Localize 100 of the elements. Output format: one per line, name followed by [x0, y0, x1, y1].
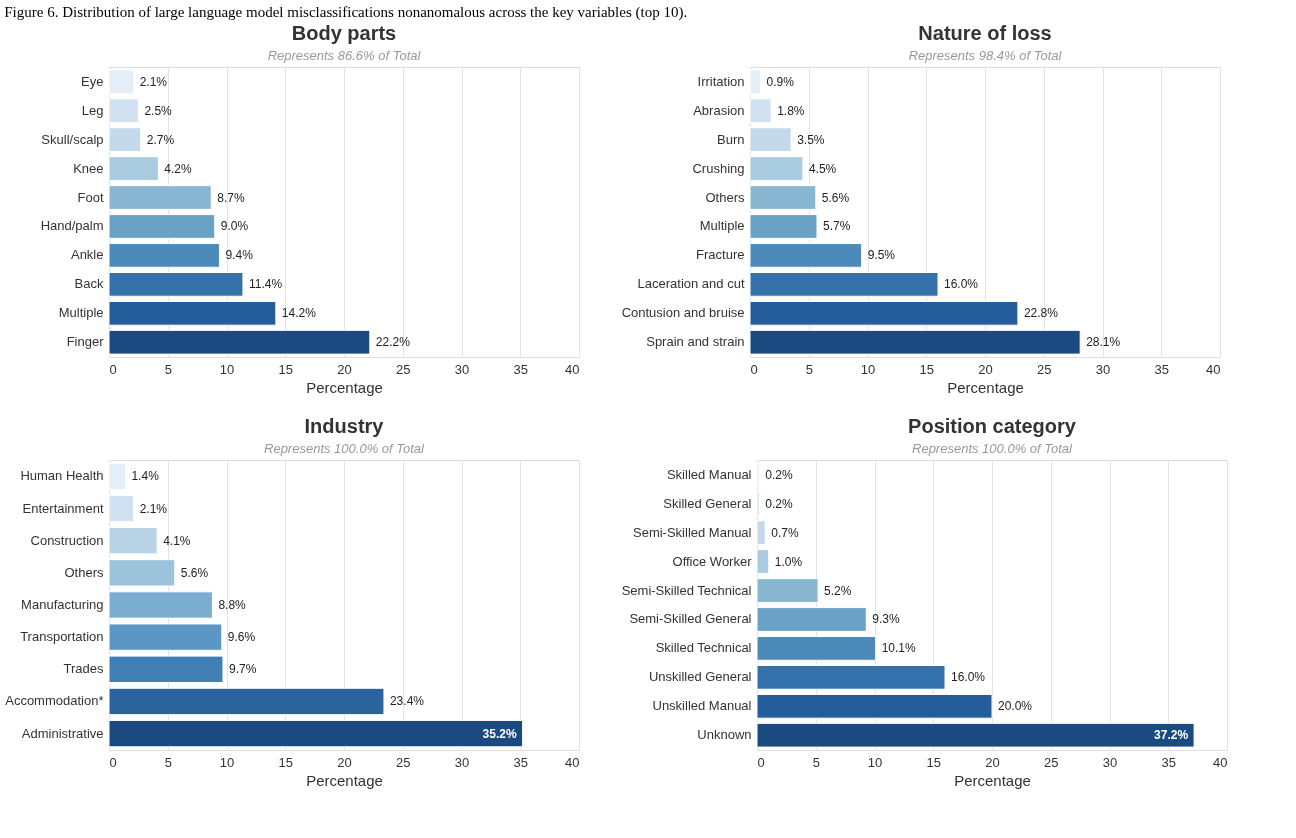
- y-tick-label: Skilled Manual: [666, 466, 752, 482]
- y-tick-label: Administrative: [21, 725, 104, 741]
- data-label: 9.7%: [228, 662, 257, 677]
- y-tick-label: Skilled General: [663, 495, 752, 511]
- x-tick-label: 15: [278, 754, 293, 770]
- x-tick-label: 5: [164, 754, 172, 770]
- bar: [749, 127, 792, 153]
- caption: Figure 6. Distribution of large language model misclassifications nonanomalous across the key variables (top 10).: [4, 3, 688, 21]
- x-tick-label: 5: [812, 754, 820, 770]
- y-tick-label: Finger: [66, 334, 105, 350]
- x-tick-label: 20: [337, 754, 352, 770]
- y-tick-label: Multiple: [699, 218, 745, 234]
- y-tick-label: Trades: [63, 661, 104, 677]
- data-label: 2.1%: [139, 501, 168, 516]
- bar: [749, 243, 863, 268]
- x-tick-label: 30: [454, 361, 470, 377]
- x-tick-label: 40: [565, 754, 580, 770]
- x-tick-label: 25: [1037, 361, 1052, 377]
- data-label: 9.6%: [227, 630, 256, 645]
- data-label: 16.0%: [951, 670, 986, 685]
- y-tick-label: Entertainment: [22, 500, 104, 516]
- x-tick-label: 40: [1206, 361, 1221, 377]
- y-tick-label: Office Worker: [672, 553, 753, 569]
- data-label: 8.7%: [217, 190, 245, 205]
- y-tick-label: Construction: [30, 532, 104, 548]
- data-label: 10.1%: [881, 641, 917, 656]
- y-tick-label: Eye: [81, 73, 104, 89]
- x-tick-label: 35: [1154, 361, 1169, 377]
- chart-title: Body parts: [291, 22, 397, 44]
- x-tick-label: 20: [985, 754, 1000, 770]
- x-tick-label: 30: [454, 754, 470, 770]
- y-tick-label: Others: [64, 564, 104, 580]
- bar: [749, 214, 818, 239]
- bar: [749, 329, 1081, 355]
- data-label: 1.0%: [774, 554, 803, 569]
- data-label: 11.4%: [248, 277, 283, 292]
- data-label: 4.5%: [808, 161, 837, 176]
- data-label: 22.2%: [375, 335, 411, 350]
- data-label: 37.2%: [1154, 728, 1189, 743]
- data-label: 16.0%: [944, 277, 979, 292]
- x-tick-label: 15: [926, 754, 941, 770]
- y-tick-label: Leg: [81, 102, 104, 118]
- x-tick-label: 25: [396, 754, 411, 770]
- y-tick-label: Unskilled General: [648, 669, 752, 685]
- y-tick-label: Transportation: [20, 629, 104, 645]
- data-label: 5.6%: [821, 190, 850, 205]
- chart-subtitle: Represents 100.0% of Total: [264, 441, 426, 456]
- bar: [749, 69, 762, 95]
- data-label: 2.5%: [144, 103, 173, 118]
- y-tick-label: Skull/scalp: [41, 131, 104, 147]
- y-tick-label: Abrasion: [693, 102, 745, 118]
- y-tick-label: Foot: [77, 189, 104, 205]
- data-label: 22.8%: [1023, 306, 1059, 321]
- y-tick-label: Laceration and cut: [637, 276, 745, 292]
- y-tick-label: Human Health: [20, 468, 104, 484]
- y-tick-label: Contusion and bruise: [621, 305, 745, 321]
- y-tick-label: Hand/palm: [40, 218, 104, 234]
- x-tick-label: 15: [919, 361, 934, 377]
- y-tick-label: Semi-Skilled Technical: [621, 582, 752, 598]
- data-label: 9.4%: [225, 248, 254, 263]
- y-tick-label: Multiple: [58, 305, 104, 321]
- data-label: 8.8%: [218, 598, 247, 612]
- x-tick-label: 40: [565, 361, 580, 377]
- y-tick-label: Back: [74, 276, 104, 292]
- x-tick-label: 25: [1044, 754, 1059, 770]
- bar: [749, 98, 772, 124]
- y-tick-label: Semi-Skilled General: [629, 611, 752, 627]
- data-label: 5.2%: [824, 583, 852, 598]
- x-tick-label: 30: [1095, 361, 1111, 377]
- y-tick-label: Manufacturing: [21, 597, 104, 612]
- data-label: 4.1%: [163, 533, 191, 548]
- y-tick-label: Fracture: [696, 247, 745, 263]
- x-tick-label: 30: [1102, 754, 1118, 770]
- data-label: 1.4%: [131, 469, 160, 484]
- x-tick-label: 20: [978, 361, 993, 377]
- data-label: 9.0%: [220, 219, 249, 234]
- y-tick-label: Skilled Technical: [655, 640, 752, 656]
- y-tick-label: Sprain and strain: [646, 334, 745, 350]
- data-label: 5.6%: [180, 565, 209, 580]
- data-label: 14.2%: [281, 306, 317, 321]
- data-label: 3.5%: [797, 132, 825, 147]
- chart-title: Nature of loss: [918, 22, 1052, 44]
- data-label: 1.8%: [777, 103, 805, 118]
- x-tick-label: 5: [805, 361, 813, 377]
- chart-subtitle: Represents 86.6% of Total: [267, 48, 422, 63]
- x-tick-label: 15: [278, 361, 293, 377]
- x-tick-label: 0: [109, 361, 117, 377]
- data-label: 0.2%: [765, 496, 794, 511]
- x-tick-label: 0: [109, 754, 117, 770]
- data-label: 9.5%: [867, 248, 896, 263]
- bar: [749, 156, 804, 181]
- y-tick-label: Semi-Skilled Manual: [633, 524, 752, 540]
- x-tick-label: 35: [513, 361, 528, 377]
- data-label: 35.2%: [482, 726, 517, 741]
- y-tick-label: Accommodation*: [5, 693, 104, 709]
- y-tick-label: Others: [705, 189, 745, 205]
- x-tick-label: 0: [750, 361, 758, 377]
- data-label: 5.7%: [822, 219, 851, 234]
- y-tick-label: Unknown: [697, 727, 752, 743]
- bar: [749, 271, 939, 297]
